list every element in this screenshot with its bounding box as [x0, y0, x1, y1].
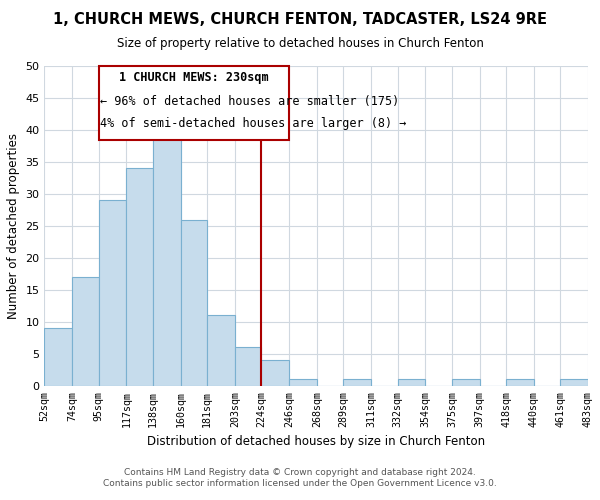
Bar	[343, 380, 371, 386]
Text: 4% of semi-detached houses are larger (8) →: 4% of semi-detached houses are larger (8…	[100, 117, 406, 130]
Bar	[99, 200, 127, 386]
Bar	[72, 277, 99, 386]
FancyBboxPatch shape	[99, 66, 289, 140]
Y-axis label: Number of detached properties: Number of detached properties	[7, 133, 20, 319]
Bar	[398, 380, 425, 386]
X-axis label: Distribution of detached houses by size in Church Fenton: Distribution of detached houses by size …	[147, 435, 485, 448]
Bar	[207, 316, 235, 386]
Bar	[127, 168, 153, 386]
Bar	[235, 348, 262, 386]
Bar	[506, 380, 534, 386]
Text: Contains HM Land Registry data © Crown copyright and database right 2024.
Contai: Contains HM Land Registry data © Crown c…	[103, 468, 497, 487]
Bar	[181, 220, 207, 386]
Bar	[289, 380, 317, 386]
Bar	[452, 380, 479, 386]
Text: Size of property relative to detached houses in Church Fenton: Size of property relative to detached ho…	[116, 38, 484, 51]
Text: ← 96% of detached houses are smaller (175): ← 96% of detached houses are smaller (17…	[100, 96, 399, 108]
Bar	[560, 380, 588, 386]
Bar	[44, 328, 72, 386]
Text: 1 CHURCH MEWS: 230sqm: 1 CHURCH MEWS: 230sqm	[119, 71, 269, 84]
Bar	[153, 117, 181, 386]
Bar	[262, 360, 289, 386]
Text: 1, CHURCH MEWS, CHURCH FENTON, TADCASTER, LS24 9RE: 1, CHURCH MEWS, CHURCH FENTON, TADCASTER…	[53, 12, 547, 28]
